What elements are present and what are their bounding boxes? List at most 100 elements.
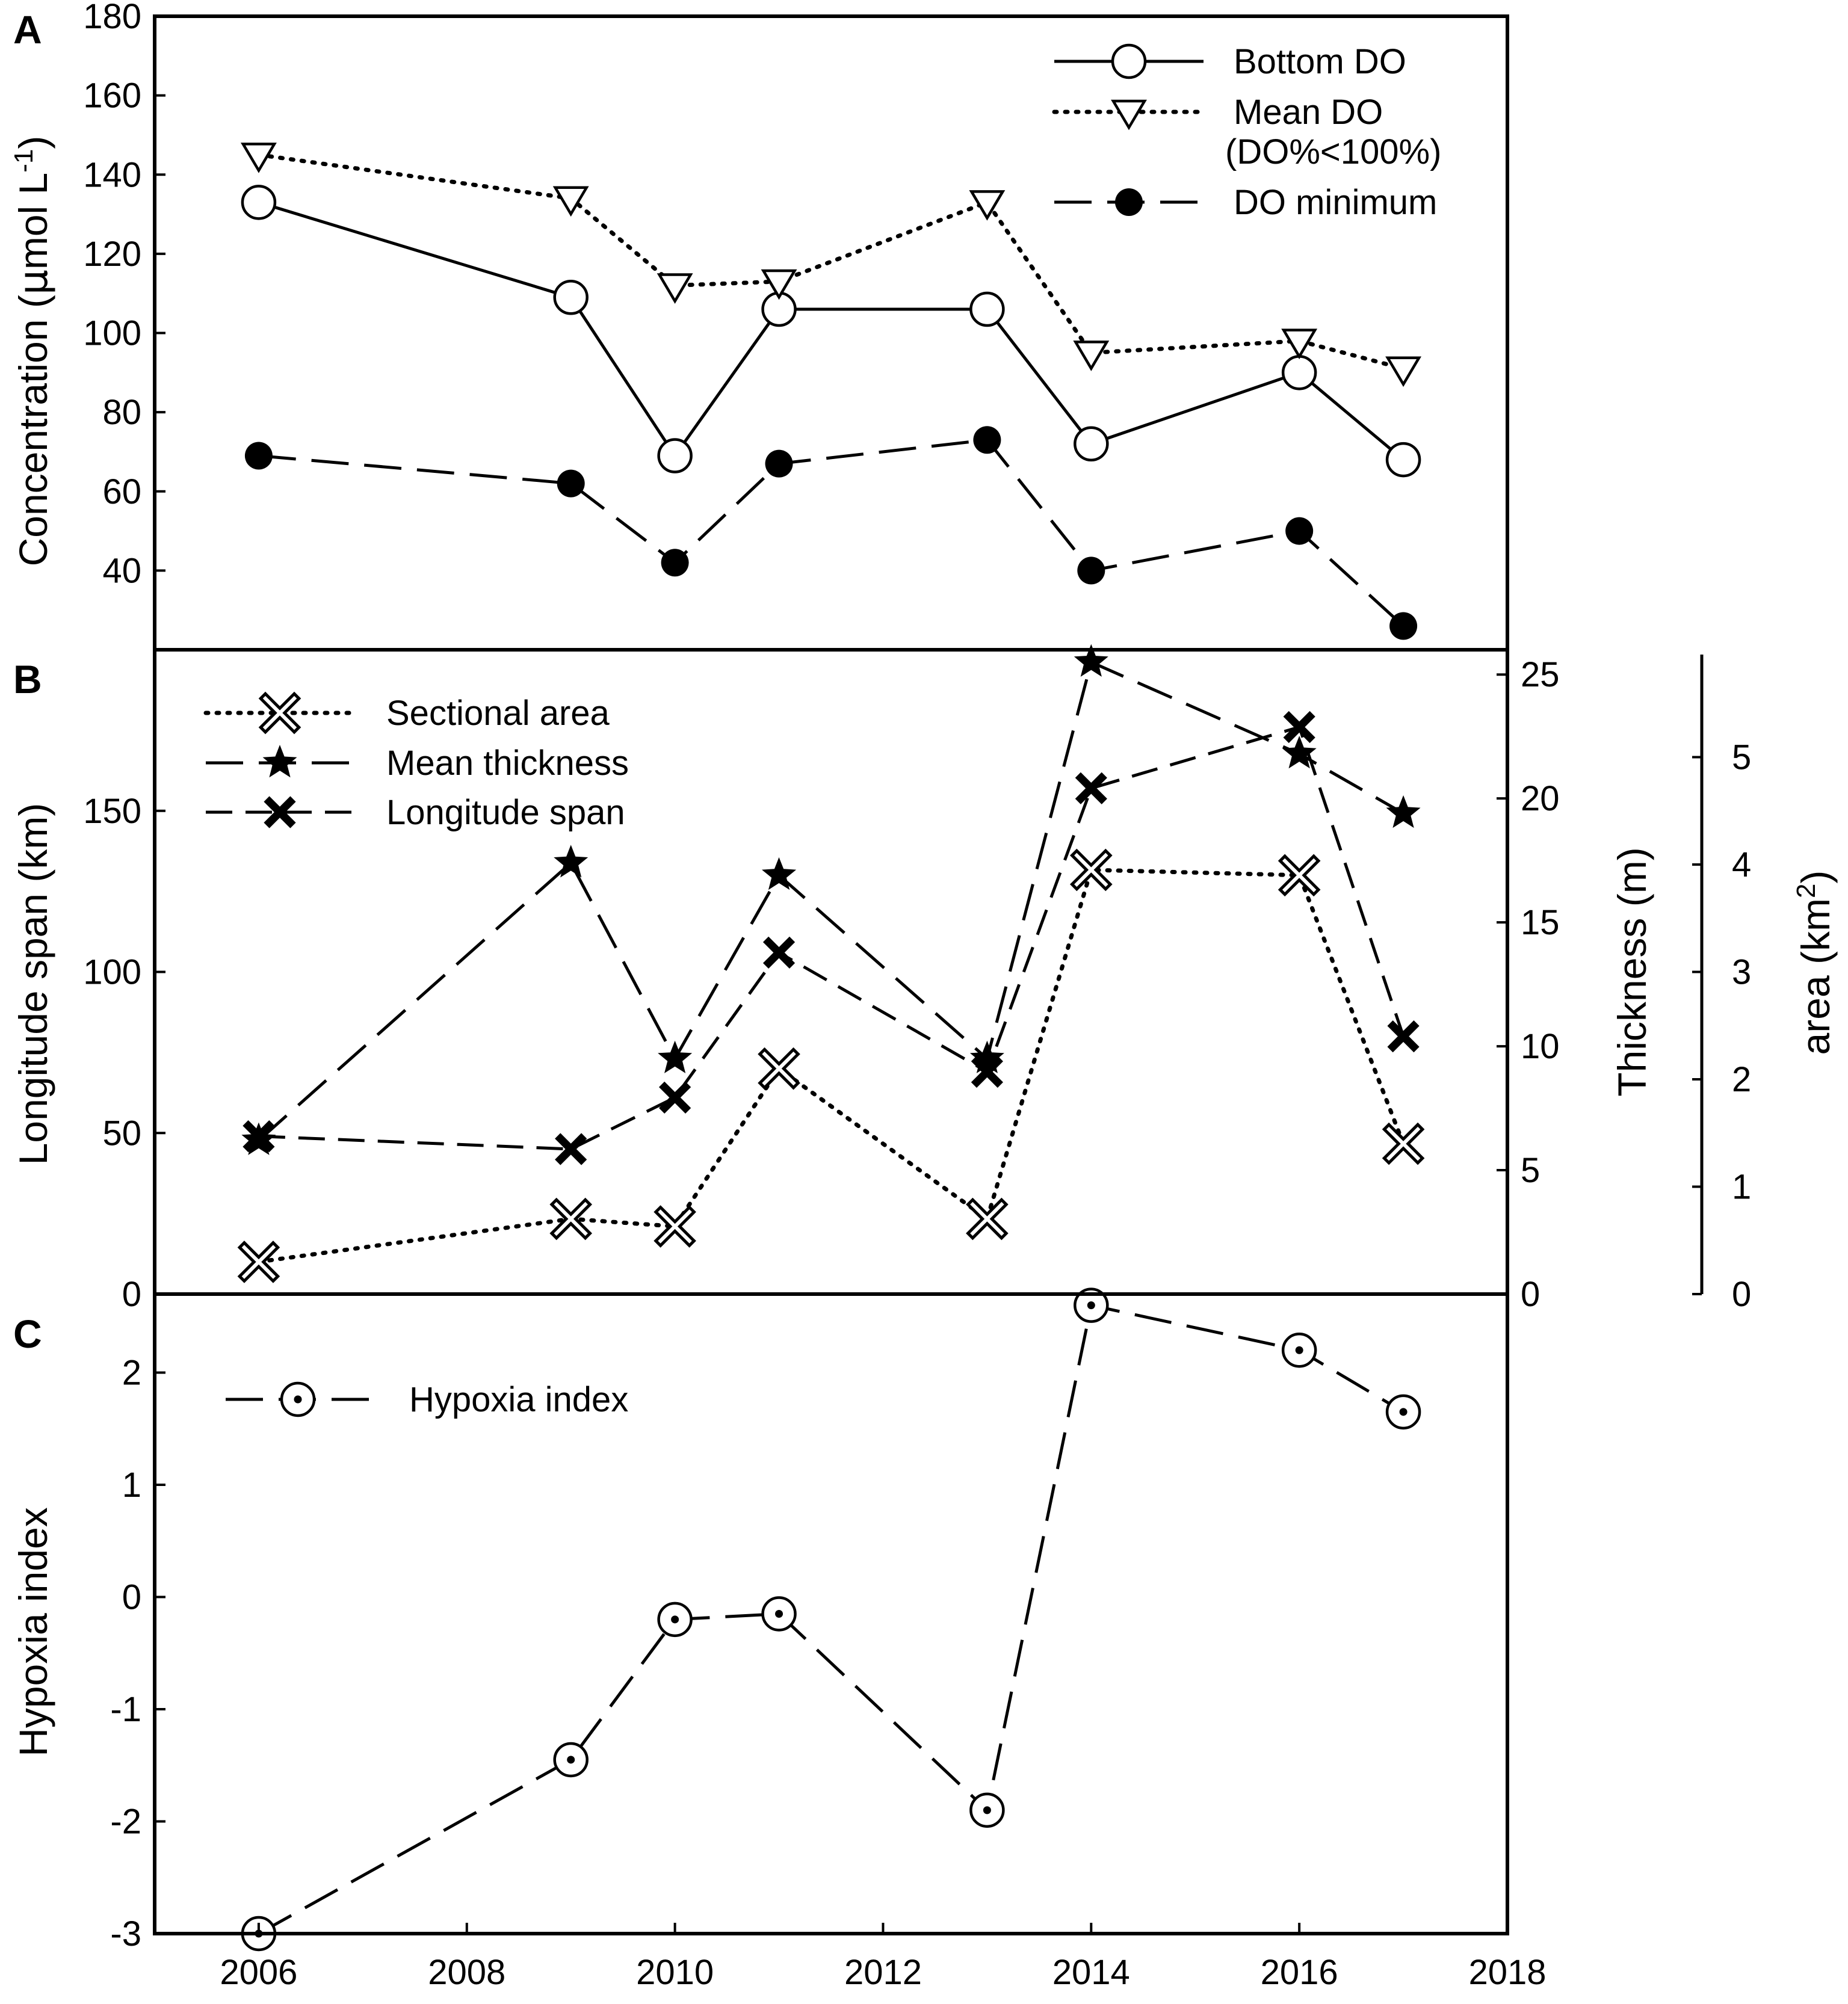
panel-c-frame xyxy=(153,1292,1509,1935)
panel-b-point xyxy=(1069,848,1113,892)
panel-c-xtick-label: 2016 xyxy=(1261,1953,1338,1992)
panel-a-point xyxy=(969,190,1006,221)
panel-c-letter: C xyxy=(13,1312,42,1356)
panel-a-ytick-label: 120 xyxy=(83,235,141,274)
panel-c-ytick-label: -2 xyxy=(110,1802,141,1842)
panel-a-point xyxy=(657,273,693,304)
panel-c-legend-label: Hypoxia index xyxy=(409,1380,628,1419)
panel-b-ytick-label: 100 xyxy=(83,953,141,992)
panel-b-legend-marker xyxy=(258,691,301,735)
panel-a-legend-marker xyxy=(1115,188,1143,216)
panel-b-point xyxy=(654,1205,696,1248)
panel-b-y3tick-label: 4 xyxy=(1732,845,1751,884)
panel-c-xtick-label: 2006 xyxy=(220,1953,297,1992)
panel-b-ylabel: Longitude span (km) xyxy=(11,803,55,1165)
panel-a-point xyxy=(1281,355,1317,390)
panel-b-ytick-label: 50 xyxy=(102,1114,141,1153)
panel-a-legend-marker xyxy=(1111,99,1147,131)
panel-b-letter: B xyxy=(13,657,42,701)
panel-a-legend-label: Mean DO xyxy=(1234,93,1383,132)
panel-a-ytick-label: 140 xyxy=(83,155,141,194)
panel-a-ytick-label: 40 xyxy=(102,551,141,590)
panel-a-point xyxy=(244,442,273,470)
panel-b-ytick-label: 150 xyxy=(83,792,141,831)
panel-b-point xyxy=(549,1197,593,1241)
panel-a-ytick-label: 80 xyxy=(102,393,141,432)
panel-a-series-line-2 xyxy=(258,438,1405,627)
panel-b-ytick-label: 0 xyxy=(122,1275,141,1314)
panel-c-point xyxy=(969,1792,1005,1828)
panel-c-point xyxy=(1385,1394,1421,1430)
panel-c-ytick-label: 2 xyxy=(122,1354,141,1393)
panel-a-point xyxy=(969,291,1005,327)
panel-a-letter: A xyxy=(13,7,42,52)
panel-c-ytick-label: -1 xyxy=(110,1690,141,1729)
panel-a-point xyxy=(1385,356,1422,387)
panel-b-legend-marker xyxy=(264,796,296,828)
panel-b-point xyxy=(758,1047,800,1090)
panel-a-point xyxy=(1077,556,1105,585)
panel-b-series-line-1 xyxy=(258,660,1405,1142)
panel-c-ytick-label: -3 xyxy=(110,1914,141,1953)
panel-a-ylabel: Concentration (μmol L-1) xyxy=(9,136,57,567)
panel-c-ytick-label: 1 xyxy=(122,1466,141,1505)
panel-b-legend-label: Mean thickness xyxy=(386,744,629,783)
panel-b-point xyxy=(659,1081,691,1114)
panel-b-legend-label: Longitude span xyxy=(386,793,625,832)
panel-a-legend-label: Bottom DO xyxy=(1234,42,1406,81)
panel-b-point xyxy=(554,845,589,878)
panel-a-legend-label-2: (DO%<100%) xyxy=(1225,132,1441,171)
panel-a-point xyxy=(973,426,1001,454)
panel-c-ylabel: Hypoxia index xyxy=(11,1507,55,1757)
panel-b-point xyxy=(1074,644,1108,677)
panel-a-point xyxy=(761,269,797,300)
panel-a-legend-label: DO minimum xyxy=(1234,183,1437,222)
panel-c-point xyxy=(657,1602,693,1638)
panel-b-point xyxy=(555,1133,587,1165)
panel-a-point xyxy=(240,143,277,173)
panel-b-point xyxy=(1075,772,1107,804)
panel-c-xtick-label: 2018 xyxy=(1468,1953,1546,1992)
panel-b-point xyxy=(1387,1020,1420,1053)
panel-b-point xyxy=(658,1040,693,1073)
panel-b-point xyxy=(762,936,796,969)
panel-b-series-line-0 xyxy=(256,868,1406,1264)
panel-b-y3label: area (km2) xyxy=(1791,871,1838,1055)
panel-a-ytick-label: 100 xyxy=(83,314,141,353)
panel-b-y2tick-label: 15 xyxy=(1521,903,1560,942)
panel-a-point xyxy=(1281,328,1318,360)
panel-c-point xyxy=(761,1596,797,1632)
panel-a-ytick-label: 180 xyxy=(83,0,141,36)
panel-b-point xyxy=(237,1241,280,1283)
panel-b-y2label: Thickness (m) xyxy=(1610,847,1654,1096)
panel-b-point xyxy=(971,1055,1003,1088)
panel-b-point xyxy=(762,857,797,890)
panel-a-point xyxy=(557,469,585,498)
panel-b-point xyxy=(1382,1122,1425,1165)
panel-c-point xyxy=(1281,1332,1317,1368)
panel-b-y2tick-label: 0 xyxy=(1521,1275,1540,1314)
panel-c-legend-marker xyxy=(280,1381,316,1417)
panel-b-legend-marker xyxy=(262,745,297,778)
panel-b-y3tick-label: 1 xyxy=(1732,1168,1751,1207)
panel-a-legend-marker xyxy=(1111,43,1147,79)
panel-a-series-line-1 xyxy=(256,152,1406,371)
panel-b-y2tick-label: 20 xyxy=(1521,779,1560,818)
panel-b-point xyxy=(1282,736,1317,769)
panel-b-series-line-2 xyxy=(258,725,1405,1151)
panel-b-legend-label: Sectional area xyxy=(386,694,610,733)
panel-a-point xyxy=(553,280,589,315)
panel-a-point xyxy=(765,449,793,478)
panel-a-point xyxy=(1073,341,1110,371)
panel-b-y2tick-label: 10 xyxy=(1521,1027,1560,1066)
panel-a-point xyxy=(1385,442,1421,478)
panel-a-point xyxy=(1389,612,1418,640)
panel-c-xtick-label: 2008 xyxy=(428,1953,505,1992)
panel-a-point xyxy=(552,186,589,217)
panel-b-point xyxy=(969,1040,1004,1073)
panel-a-point xyxy=(241,185,277,220)
panel-c-series-line-0 xyxy=(258,1303,1405,1935)
panel-c-ytick-label: 0 xyxy=(122,1578,141,1617)
panel-b-y2tick-label: 25 xyxy=(1521,655,1560,694)
